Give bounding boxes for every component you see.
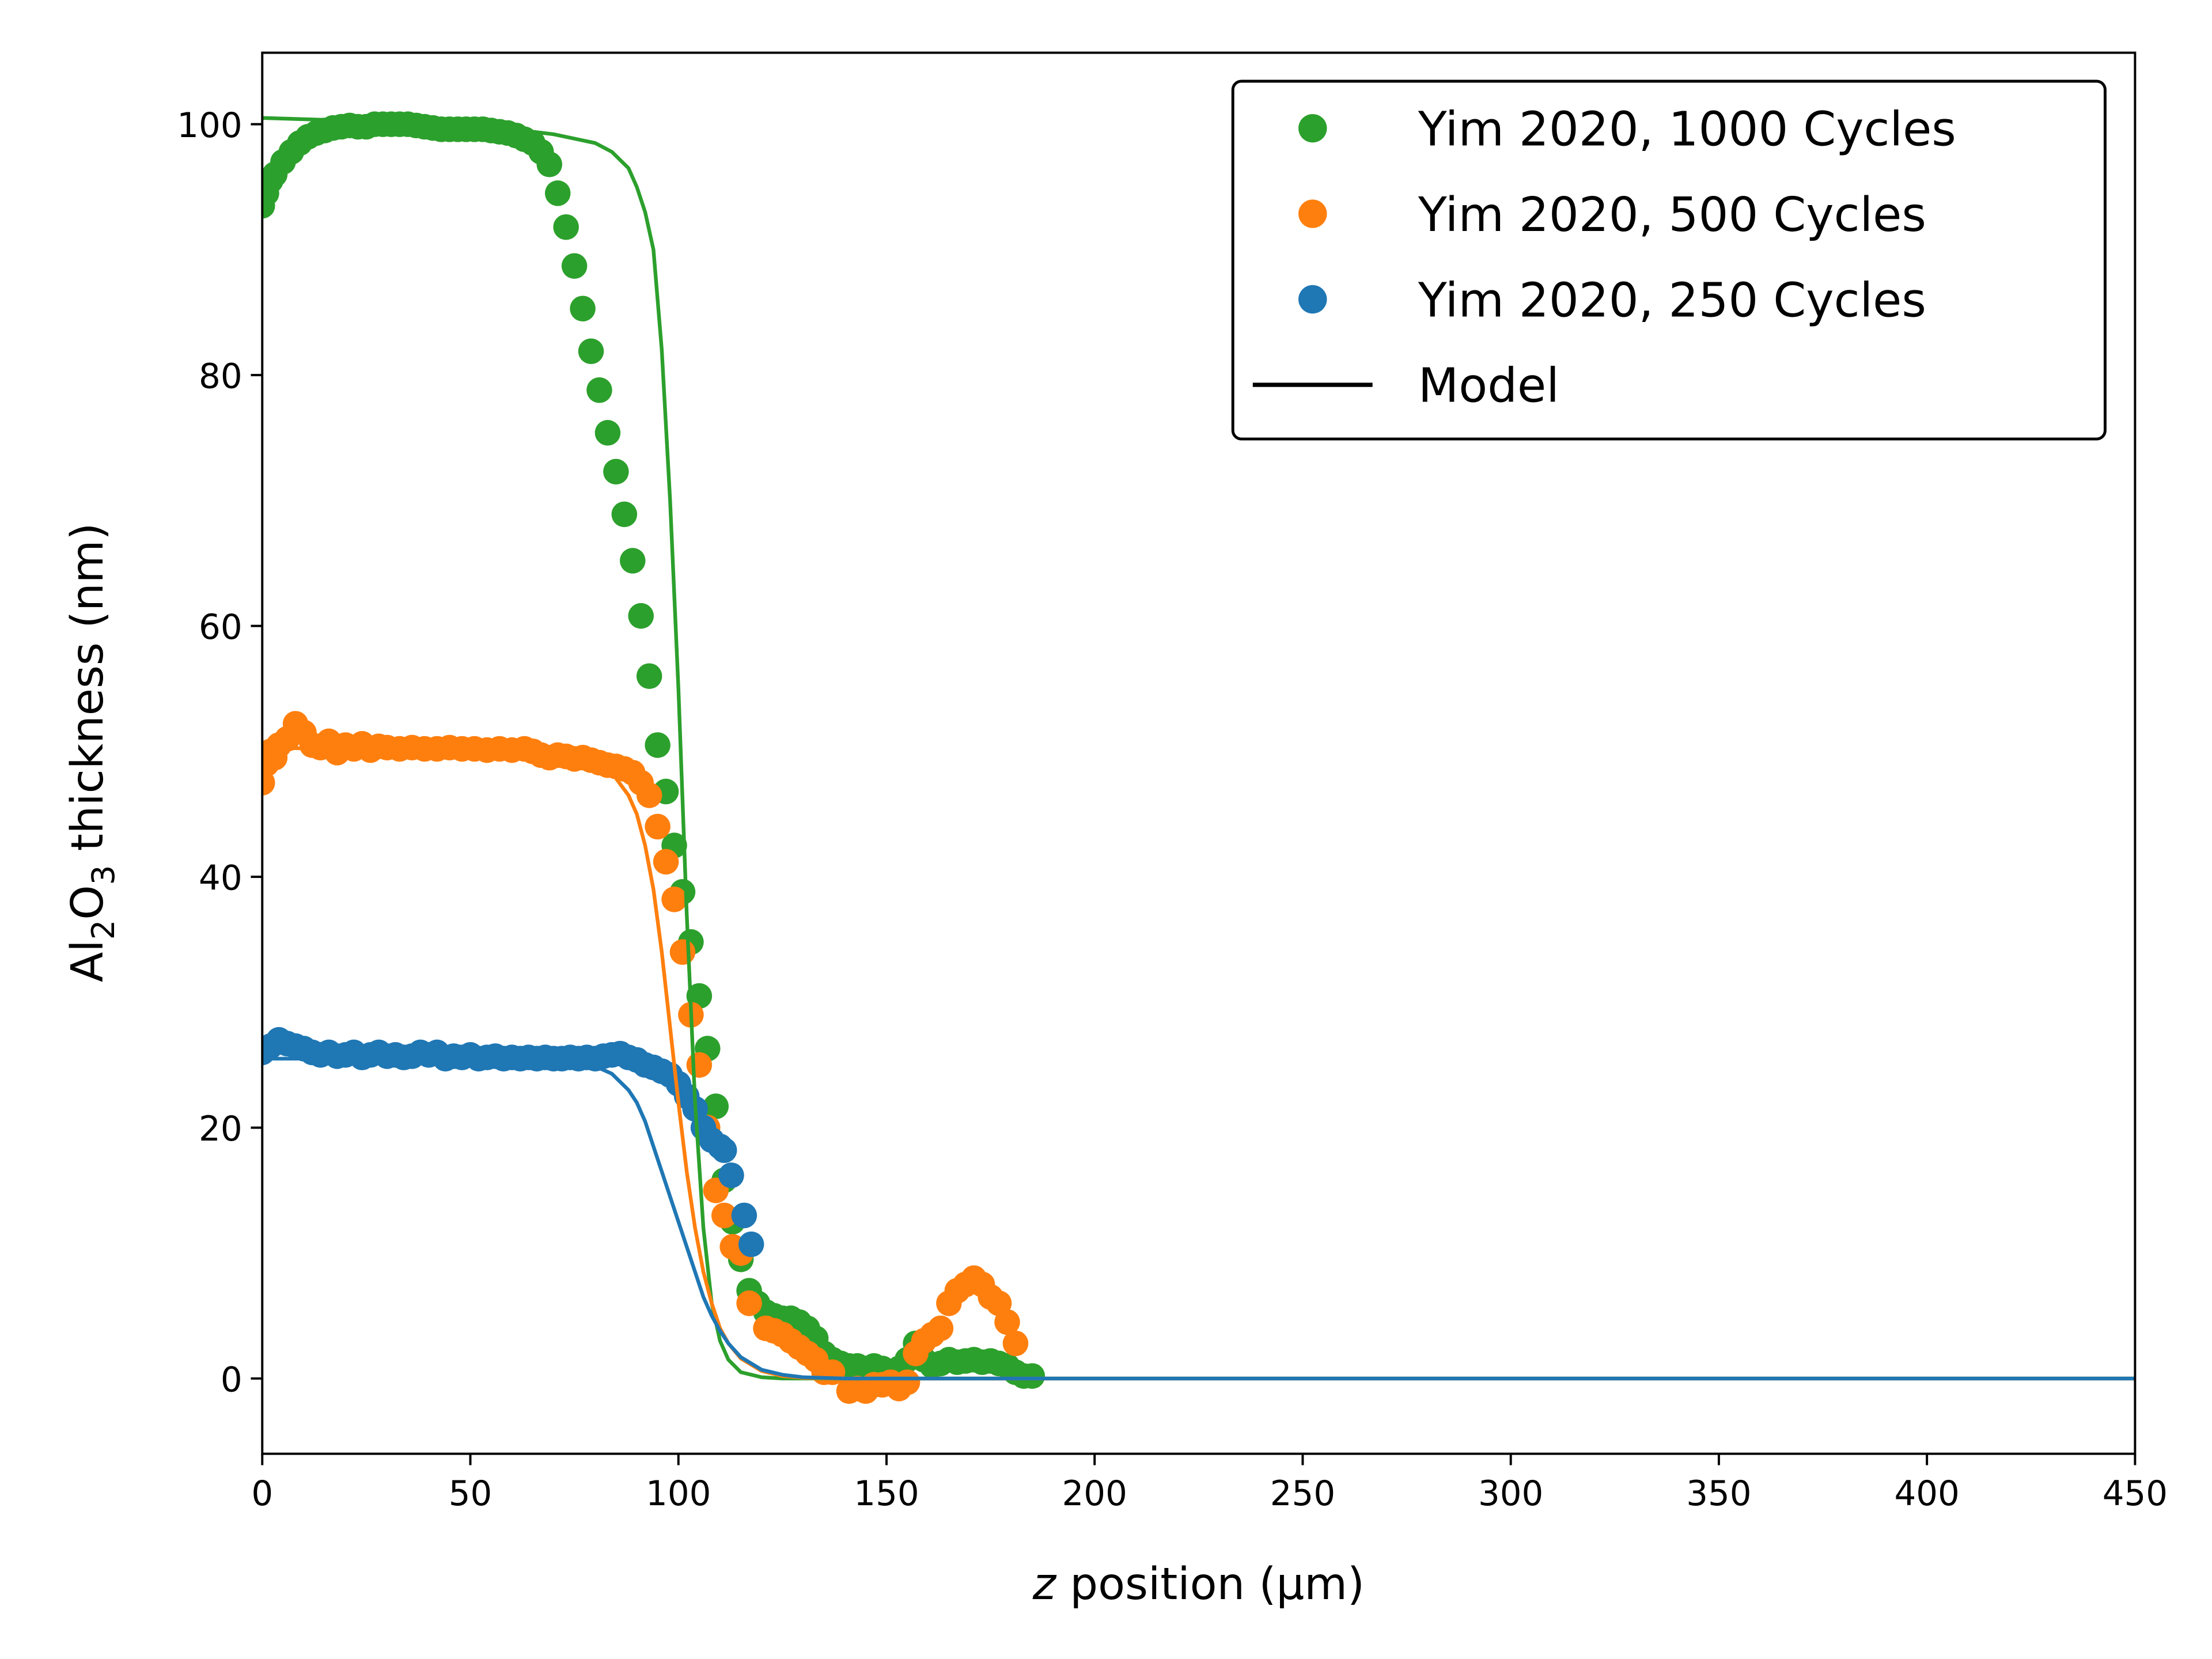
legend-label: Yim 2020, 500 Cycles: [1418, 188, 1926, 243]
data-point: [628, 603, 654, 629]
data-point: [561, 253, 588, 279]
data-point: [603, 459, 629, 485]
data-point: [570, 296, 596, 322]
data-point: [686, 1052, 713, 1078]
y-label-sub-2: 2: [85, 920, 122, 940]
y-label-sub-3: 3: [85, 865, 122, 885]
data-point: [594, 420, 621, 446]
data-point: [994, 1309, 1020, 1335]
x-axis: 0 50 100 150 200 250 300 350 400 450: [251, 1453, 2168, 1514]
x-tick-label: 450: [2103, 1474, 2168, 1514]
data-point: [894, 1369, 921, 1395]
x-axis-label-var: z: [1032, 1559, 1057, 1610]
legend-marker: [1298, 285, 1327, 314]
x-tick-label: 0: [251, 1474, 273, 1514]
data-point: [703, 1093, 729, 1119]
y-tick-label: 80: [199, 357, 243, 396]
legend-label: Yim 2020, 250 Cycles: [1418, 273, 1926, 328]
data-point: [1019, 1363, 1046, 1389]
y-label-al: Al: [62, 940, 113, 982]
legend-label: Yim 2020, 1000 Cycles: [1418, 102, 1956, 157]
x-tick-label: 100: [646, 1474, 711, 1514]
data-point: [536, 151, 563, 177]
data-point: [653, 849, 679, 875]
data-point: [669, 939, 696, 965]
legend-item: Yim 2020, 500 Cycles: [1298, 188, 1926, 243]
legend-box: [1231, 79, 2107, 441]
legend-item: Yim 2020, 250 Cycles: [1298, 273, 1926, 328]
data-point: [619, 548, 646, 574]
y-label-text: thickness (nm): [62, 523, 113, 865]
x-tick-label: 50: [449, 1474, 493, 1514]
data-point: [711, 1137, 737, 1164]
data-point: [736, 1290, 762, 1316]
legend-label: Model: [1418, 359, 1559, 414]
data-point: [578, 338, 604, 365]
data-point: [553, 214, 579, 240]
model-line: [262, 116, 2135, 1381]
x-axis-label: z position (μm): [1032, 1559, 1365, 1610]
y-tick-label: 0: [221, 1360, 243, 1400]
data-point: [731, 1202, 757, 1229]
model-line: [262, 1056, 2135, 1381]
x-tick-label: 250: [1270, 1474, 1335, 1514]
data-point: [636, 663, 662, 689]
x-tick-label: 150: [854, 1474, 919, 1514]
y-label-o: O: [62, 885, 113, 919]
data-point: [611, 501, 638, 528]
data-point: [645, 732, 671, 758]
data-point: [718, 1162, 744, 1188]
y-tick-label: 20: [199, 1109, 243, 1149]
data-point: [661, 887, 687, 912]
legend-item: Yim 2020, 1000 Cycles: [1298, 102, 1956, 157]
legend-marker: [1298, 113, 1327, 143]
y-axis: 0 20 40 60 80 100: [177, 106, 263, 1400]
y-tick-label: 60: [199, 608, 243, 647]
x-tick-label: 200: [1062, 1474, 1127, 1514]
data-point: [1002, 1330, 1029, 1357]
data-point: [636, 782, 662, 808]
y-tick-label: 100: [177, 106, 242, 146]
y-axis-label: Al2O3 thickness (nm): [62, 523, 122, 983]
x-axis-label-text: position (μm): [1056, 1559, 1365, 1610]
data-point: [927, 1315, 954, 1342]
legend-marker: [1298, 199, 1327, 228]
data-point: [544, 180, 571, 206]
data-point: [645, 813, 671, 840]
legend-item: Model: [1252, 359, 1559, 414]
axes-frame: [261, 51, 2137, 1455]
data-point: [711, 1202, 737, 1229]
x-tick-label: 400: [1894, 1474, 1959, 1514]
data-point: [586, 377, 612, 403]
data-point: [738, 1231, 764, 1257]
y-tick-label: 40: [199, 858, 243, 898]
x-tick-label: 350: [1686, 1474, 1751, 1514]
plot-area: [262, 111, 2135, 1404]
legend: Yim 2020, 1000 Cycles Yim 2020, 500 Cycle…: [1231, 79, 2107, 441]
x-tick-label: 300: [1478, 1474, 1543, 1514]
